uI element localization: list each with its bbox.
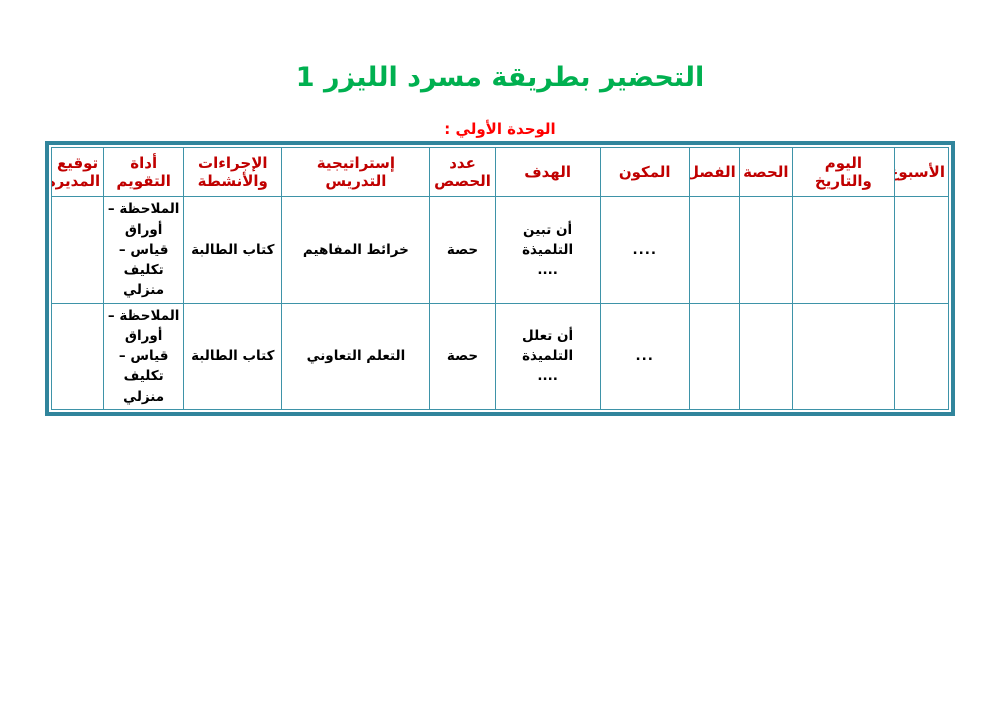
- cell-component: ....: [599, 196, 690, 304]
- lesson-plan-table-frame: الأسبوع اليوم والتاريخ الحصة الفصل المكو…: [45, 141, 955, 416]
- column-header-strategy: إستراتيجية التدريس: [281, 147, 431, 198]
- column-header-week: الأسبوع: [893, 147, 950, 198]
- column-header-period: الحصة: [738, 147, 793, 198]
- cell-signature: [50, 196, 105, 304]
- table-header-row: الأسبوع اليوم والتاريخ الحصة الفصل المكو…: [50, 147, 950, 198]
- cell-objective: أن تبين التلميذة ....: [494, 196, 601, 304]
- cell-component: ...: [599, 302, 690, 410]
- column-header-component: المكون: [599, 147, 690, 198]
- cell-day-date: [791, 196, 895, 304]
- cell-evaluation: الملاحظة – أوراق قياس – تكليف منزلي: [103, 302, 185, 410]
- cell-evaluation: الملاحظة – أوراق قياس – تكليف منزلي: [103, 196, 185, 304]
- column-header-signature: توقيع المديرة: [50, 147, 105, 198]
- cell-signature: [50, 302, 105, 410]
- column-header-evaluation: أداة التقويم: [103, 147, 185, 198]
- column-header-procedures: الإجراءات والأنشطة: [183, 147, 283, 198]
- cell-strategy: خرائط المفاهيم: [281, 196, 431, 304]
- cell-procedures: كتاب الطالبة: [183, 302, 283, 410]
- cell-class: [688, 196, 740, 304]
- cell-week: [893, 302, 950, 410]
- cell-strategy: التعلم التعاوني: [281, 302, 431, 410]
- table-row: .... أن تبين التلميذة .... حصة خرائط الم…: [50, 196, 950, 304]
- cell-day-date: [791, 302, 895, 410]
- cell-objective: أن تعلل التلميذة ....: [494, 302, 601, 410]
- table-row: ... أن تعلل التلميذة .... حصة التعلم الت…: [50, 302, 950, 410]
- cell-period: [738, 302, 793, 410]
- column-header-objective: الهدف: [494, 147, 601, 198]
- column-header-class: الفصل: [688, 147, 740, 198]
- page-title: التحضير بطريقة مسرد الليزر 1: [295, 62, 705, 93]
- cell-num-periods: حصة: [429, 302, 496, 410]
- cell-class: [688, 302, 740, 410]
- cell-week: [893, 196, 950, 304]
- cell-period: [738, 196, 793, 304]
- cell-num-periods: حصة: [429, 196, 496, 304]
- cell-procedures: كتاب الطالبة: [183, 196, 283, 304]
- column-header-num-periods: عدد الحصص: [429, 147, 496, 198]
- lesson-plan-table: الأسبوع اليوم والتاريخ الحصة الفصل المكو…: [50, 147, 950, 410]
- unit-subtitle: الوحدة الأولي :: [444, 120, 556, 139]
- column-header-day-date: اليوم والتاريخ: [791, 147, 895, 198]
